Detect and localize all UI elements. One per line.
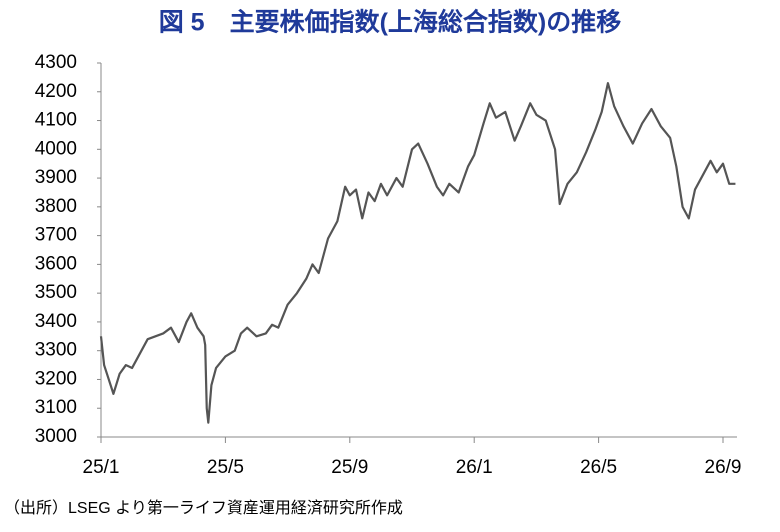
x-tick-label: 25/1 <box>83 457 120 478</box>
source-note: （出所）LSEG より第一ライフ資産運用経済研究所作成 <box>4 499 403 517</box>
y-tick-label: 4100 <box>35 110 77 131</box>
x-tick-label: 26/1 <box>456 457 493 478</box>
y-tick-label: 3700 <box>35 225 77 246</box>
chart-title: 図 5 主要株価指数(上海総合指数)の推移 <box>159 8 622 37</box>
x-tick-label: 25/5 <box>207 457 244 478</box>
y-tick-label: 3500 <box>35 282 77 303</box>
y-tick-label: 3200 <box>35 368 77 389</box>
y-tick-label: 3800 <box>35 196 77 217</box>
y-tick-label: 4300 <box>35 52 77 73</box>
y-tick-label: 3300 <box>35 340 77 361</box>
y-tick-label: 3900 <box>35 167 77 188</box>
y-tick-label: 3100 <box>35 397 77 418</box>
x-tick-label: 25/9 <box>331 457 368 478</box>
x-tick-label: 26/9 <box>705 457 742 478</box>
y-tick-label: 3000 <box>35 426 77 447</box>
y-tick-label: 4000 <box>35 138 77 159</box>
index-line <box>99 82 736 424</box>
y-tick-label: 3600 <box>35 253 77 274</box>
y-tick-label: 4200 <box>35 81 77 102</box>
x-tick-label: 26/5 <box>580 457 617 478</box>
y-tick-label: 3400 <box>35 311 77 332</box>
